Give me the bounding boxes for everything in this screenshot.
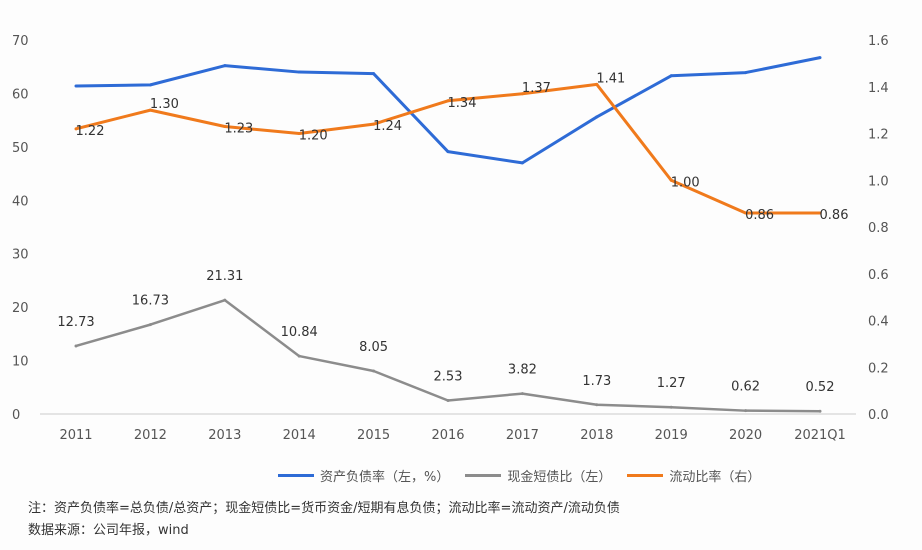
y-left-tick-label: 20 xyxy=(12,301,29,316)
series-line-1 xyxy=(75,298,821,413)
data-point xyxy=(818,211,822,215)
data-point xyxy=(148,108,152,112)
x-tick-label: 2016 xyxy=(431,428,464,443)
y-right-tick-label: 1.2 xyxy=(868,128,889,143)
legend-swatch xyxy=(627,474,664,477)
data-point xyxy=(297,354,301,358)
y-right-tick-label: 1.6 xyxy=(868,34,889,49)
x-tick-label: 2017 xyxy=(506,428,539,443)
legend-swatch xyxy=(278,474,314,477)
x-tick-label: 2014 xyxy=(283,428,316,443)
data-label: 0.86 xyxy=(820,208,849,223)
x-tick-label: 2021Q1 xyxy=(794,428,846,443)
legend-item-cash-ratio: 现金短债比（左） xyxy=(465,466,611,485)
data-point xyxy=(148,323,152,327)
data-point xyxy=(148,83,152,87)
y-left-tick-label: 40 xyxy=(12,194,29,209)
data-label: 1.20 xyxy=(299,129,328,144)
legend-label: 资产负债率（左，%） xyxy=(320,470,450,485)
data-point xyxy=(595,403,599,407)
data-point xyxy=(669,74,673,78)
y-left-tick-label: 10 xyxy=(12,355,29,370)
data-label: 1.24 xyxy=(373,119,402,134)
data-point xyxy=(818,56,822,60)
data-label: 8.05 xyxy=(359,340,388,355)
data-label: 1.37 xyxy=(522,81,551,96)
legend-label: 现金短债比（左） xyxy=(507,470,612,485)
x-tick-label: 2013 xyxy=(208,428,241,443)
y-right-tick-label: 1.4 xyxy=(868,81,889,96)
data-label: 21.31 xyxy=(206,269,243,284)
data-point xyxy=(744,409,748,413)
data-label: 1.27 xyxy=(657,376,686,391)
data-point xyxy=(446,150,450,154)
data-point xyxy=(520,392,524,396)
x-tick-label: 2019 xyxy=(655,428,688,443)
y-left-tick-label: 50 xyxy=(12,141,29,156)
data-point xyxy=(74,127,78,131)
data-label: 1.23 xyxy=(224,121,253,136)
y-right-tick-label: 0.0 xyxy=(868,408,889,423)
data-label: 1.00 xyxy=(671,175,700,190)
data-label: 12.73 xyxy=(57,315,94,330)
legend-item-debt-ratio: 资产负债率（左，%） xyxy=(278,466,449,485)
data-point xyxy=(297,70,301,74)
data-point xyxy=(520,161,524,165)
data-point xyxy=(595,82,599,86)
data-label: 1.73 xyxy=(582,374,611,389)
legend-label: 流动比率（右） xyxy=(669,470,761,485)
data-label: 16.73 xyxy=(132,294,169,309)
data-point xyxy=(595,115,599,119)
y-left-tick-label: 0 xyxy=(12,408,20,423)
data-label: 3.82 xyxy=(508,363,537,378)
data-label: 1.22 xyxy=(76,124,105,139)
data-label: 0.86 xyxy=(745,208,774,223)
x-tick-label: 2011 xyxy=(59,428,92,443)
y-left-tick-label: 60 xyxy=(12,87,29,102)
source-note: 数据来源：公司年报，wind xyxy=(28,523,189,538)
data-label: 0.52 xyxy=(806,380,835,395)
data-point xyxy=(74,344,78,348)
y-right-tick-label: 0.2 xyxy=(868,361,889,376)
data-point xyxy=(372,122,376,126)
data-point xyxy=(74,84,78,88)
line-chart: 0102030405060700.00.20.40.60.81.01.21.41… xyxy=(12,34,889,443)
legend-swatch xyxy=(465,474,502,477)
x-tick-label: 2015 xyxy=(357,428,390,443)
data-point xyxy=(372,369,376,373)
y-left-tick-label: 30 xyxy=(12,248,29,263)
data-label: 0.62 xyxy=(731,380,760,395)
data-label: 1.41 xyxy=(596,71,625,86)
y-right-tick-label: 0.8 xyxy=(868,221,889,236)
x-tick-label: 2018 xyxy=(580,428,613,443)
data-label: 1.30 xyxy=(150,97,179,112)
data-point xyxy=(520,92,524,96)
legend: 资产负债率（左，%） 现金短债比（左） 流动比率（右） xyxy=(278,466,760,485)
data-point xyxy=(446,398,450,402)
data-point xyxy=(446,99,450,103)
data-point xyxy=(669,405,673,409)
y-right-tick-label: 0.4 xyxy=(868,315,889,330)
data-point xyxy=(818,409,822,413)
footnote: 注：资产负债率=总负债/总资产；现金短债比=货币资金/短期有息负债；流动比率=流… xyxy=(28,501,620,516)
y-right-tick-label: 0.6 xyxy=(868,268,889,283)
x-tick-label: 2020 xyxy=(729,428,762,443)
data-point xyxy=(744,211,748,215)
x-tick-label: 2012 xyxy=(134,428,167,443)
data-point xyxy=(372,72,376,76)
data-label: 10.84 xyxy=(281,325,318,340)
data-point xyxy=(223,298,227,302)
data-point xyxy=(223,124,227,128)
data-point xyxy=(744,71,748,75)
y-right-tick-label: 1.0 xyxy=(868,174,889,189)
data-point xyxy=(223,64,227,68)
data-point xyxy=(297,132,301,135)
data-label: 2.53 xyxy=(434,369,463,384)
legend-item-current-ratio: 流动比率（右） xyxy=(627,466,760,485)
data-point xyxy=(669,178,673,182)
y-left-tick-label: 70 xyxy=(12,34,29,49)
data-label: 1.34 xyxy=(448,96,477,111)
